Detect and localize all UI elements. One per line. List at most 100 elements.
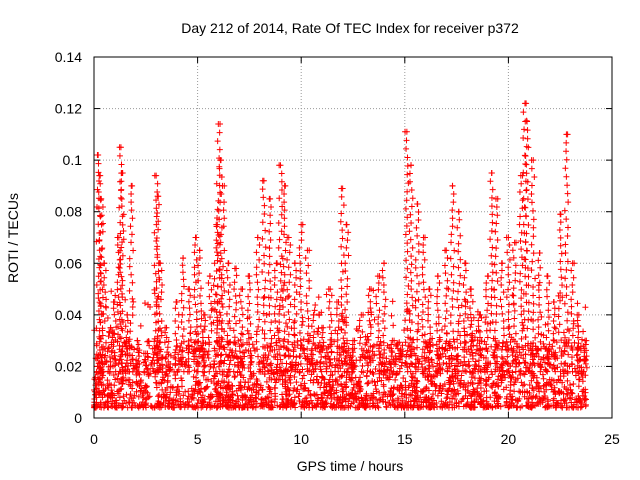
- data-point: [579, 378, 586, 385]
- data-point: [525, 282, 532, 289]
- data-point-peak: [95, 151, 102, 158]
- data-point: [519, 403, 526, 410]
- data-point: [339, 235, 346, 242]
- data-point: [582, 401, 589, 408]
- data-point: [455, 328, 462, 335]
- data-point: [522, 239, 529, 246]
- data-point: [233, 387, 240, 394]
- data-point: [537, 368, 544, 375]
- data-point: [403, 197, 410, 204]
- data-point: [511, 315, 518, 322]
- data-point: [569, 361, 576, 368]
- data-point: [258, 396, 265, 403]
- data-point: [520, 169, 527, 176]
- data-point: [111, 311, 118, 318]
- data-point: [558, 250, 565, 257]
- data-point: [344, 237, 351, 244]
- data-point: [246, 341, 253, 348]
- data-point: [557, 368, 564, 375]
- data-point: [499, 373, 506, 380]
- data-point: [303, 300, 310, 307]
- data-point: [415, 248, 422, 255]
- data-point: [210, 282, 217, 289]
- data-point: [111, 402, 118, 409]
- data-point: [522, 256, 529, 263]
- data-point: [502, 374, 509, 381]
- data-point: [224, 354, 231, 361]
- data-point: [199, 328, 206, 335]
- data-point: [504, 353, 511, 360]
- data-point-peak: [557, 211, 564, 218]
- data-point: [220, 344, 227, 351]
- data-point: [335, 317, 342, 324]
- data-point: [297, 345, 304, 352]
- data-point: [182, 388, 189, 395]
- data-point: [247, 361, 254, 368]
- data-point: [446, 385, 453, 392]
- data-point: [559, 402, 566, 409]
- data-point: [376, 307, 383, 314]
- data-point: [500, 339, 507, 346]
- data-point: [428, 396, 435, 403]
- data-point: [339, 310, 346, 317]
- data-point: [537, 361, 544, 368]
- data-point: [287, 380, 294, 387]
- data-point: [389, 298, 396, 305]
- data-point: [218, 295, 225, 302]
- data-point: [114, 375, 121, 382]
- data-point-peak: [186, 286, 193, 293]
- data-point: [106, 392, 113, 399]
- data-point: [535, 324, 542, 331]
- data-point: [401, 327, 408, 334]
- data-point: [532, 275, 539, 282]
- data-point: [420, 249, 427, 256]
- data-point: [216, 146, 223, 153]
- data-point: [414, 328, 421, 335]
- data-point: [579, 392, 586, 399]
- data-point: [304, 368, 311, 375]
- data-point: [510, 345, 517, 352]
- data-point: [500, 325, 507, 332]
- data-point: [342, 268, 349, 275]
- data-point: [399, 400, 406, 407]
- data-point: [544, 396, 551, 403]
- data-point: [502, 402, 509, 409]
- data-point: [296, 252, 303, 259]
- data-point: [297, 306, 304, 313]
- data-point: [153, 384, 160, 391]
- data-point: [443, 338, 450, 345]
- data-point: [535, 346, 542, 353]
- data-point: [233, 353, 240, 360]
- data-point: [260, 360, 267, 367]
- data-point: [216, 165, 223, 172]
- data-point: [516, 278, 523, 285]
- data-point: [157, 296, 164, 303]
- data-point: [343, 244, 350, 251]
- data-point: [224, 385, 231, 392]
- data-point: [97, 269, 104, 276]
- data-point: [114, 338, 121, 345]
- data-point: [303, 292, 310, 299]
- data-point: [122, 323, 129, 330]
- data-point: [535, 353, 542, 360]
- data-point: [135, 349, 142, 356]
- data-point: [247, 286, 254, 293]
- data-point: [215, 207, 222, 214]
- data-point: [489, 261, 496, 268]
- data-point: [451, 247, 458, 254]
- data-point: [544, 320, 551, 327]
- data-point-peak: [310, 311, 317, 318]
- data-point: [398, 393, 405, 400]
- data-point: [522, 334, 529, 341]
- data-point: [475, 368, 482, 375]
- data-point: [205, 348, 212, 355]
- data-point: [97, 278, 104, 285]
- data-point: [339, 388, 346, 395]
- data-point: [453, 391, 460, 398]
- data-point: [218, 255, 225, 262]
- data-point: [530, 207, 537, 214]
- data-point: [222, 394, 229, 401]
- data-point: [380, 289, 387, 296]
- data-point: [263, 360, 270, 367]
- data-point: [546, 279, 553, 286]
